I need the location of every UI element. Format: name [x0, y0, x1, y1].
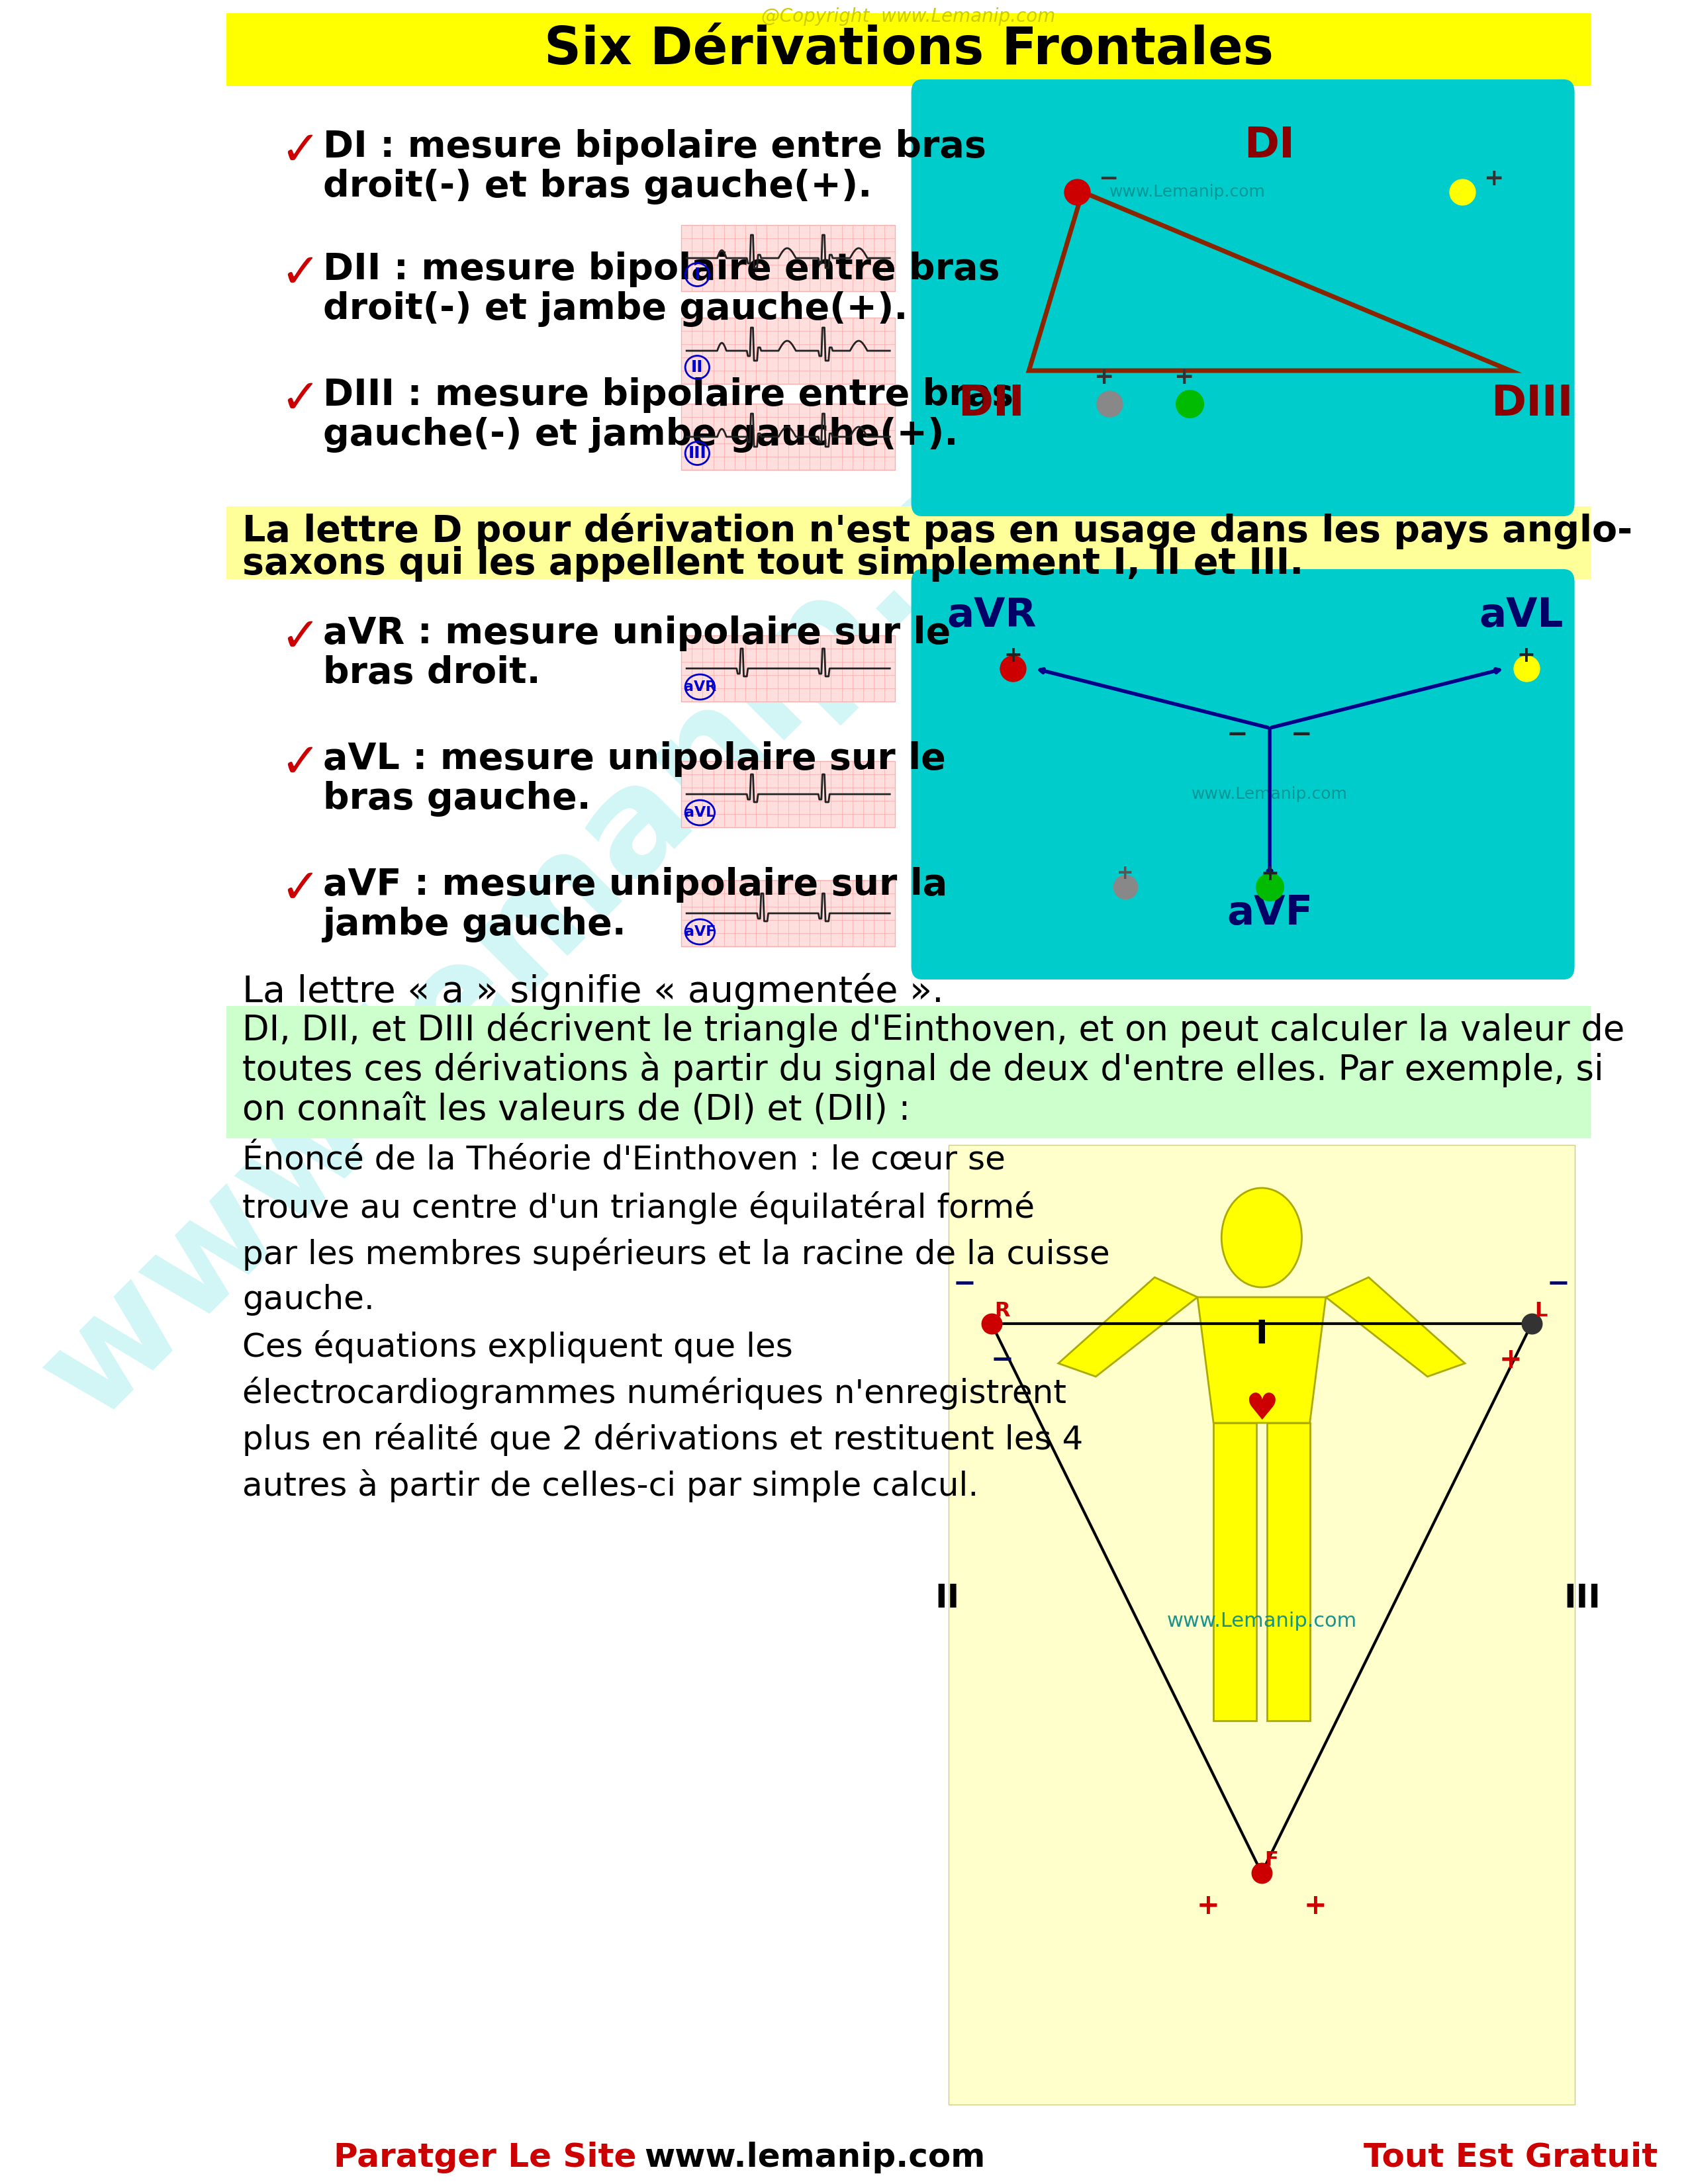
FancyBboxPatch shape: [682, 225, 895, 290]
Text: aVF: aVF: [1227, 893, 1313, 933]
Text: +: +: [1484, 168, 1504, 190]
FancyBboxPatch shape: [912, 79, 1575, 515]
Circle shape: [1222, 1188, 1301, 1286]
Text: aVR : mesure unipolaire sur le: aVR : mesure unipolaire sur le: [322, 616, 950, 651]
Text: −: −: [1227, 723, 1249, 747]
Text: par les membres supérieurs et la racine de la cuisse: par les membres supérieurs et la racine …: [243, 1238, 1111, 1271]
Text: www.Lemanip.com: www.Lemanip.com: [1192, 786, 1347, 802]
Text: aVR: aVR: [684, 681, 716, 695]
Text: www.lemanip.com: www.lemanip.com: [645, 2143, 986, 2173]
Text: I: I: [1256, 1319, 1268, 1350]
Text: plus en réalité que 2 dérivations et restituent les 4: plus en réalité que 2 dérivations et res…: [243, 1424, 1084, 1457]
FancyBboxPatch shape: [226, 507, 1590, 579]
Polygon shape: [1214, 1424, 1256, 1721]
Text: on connaît les valeurs de (DI) et (DII) :: on connaît les valeurs de (DI) et (DII) …: [243, 1092, 910, 1127]
Text: +: +: [1094, 367, 1114, 389]
Text: ✓: ✓: [280, 867, 321, 913]
Text: −: −: [1546, 1271, 1570, 1297]
Text: aVL: aVL: [685, 806, 716, 819]
Text: F: F: [1264, 1850, 1278, 1870]
Text: droit(-) et bras gauche(+).: droit(-) et bras gauche(+).: [322, 168, 871, 205]
Polygon shape: [1197, 1297, 1325, 1424]
Text: aVL : mesure unipolaire sur le: aVL : mesure unipolaire sur le: [322, 740, 945, 778]
Text: @Copyright  www.Lemanip.com: @Copyright www.Lemanip.com: [761, 7, 1055, 26]
Text: I: I: [694, 266, 701, 282]
Text: La lettre D pour dérivation n'est pas en usage dans les pays anglo-: La lettre D pour dérivation n'est pas en…: [243, 513, 1632, 550]
Text: +: +: [1518, 644, 1536, 666]
Text: +: +: [1499, 1345, 1523, 1374]
Text: trouve au centre d'un triangle équilatéral formé: trouve au centre d'un triangle équilatér…: [243, 1190, 1035, 1225]
Text: III: III: [1563, 1583, 1600, 1614]
Text: saxons qui les appellent tout simplement I, II et III.: saxons qui les appellent tout simplement…: [243, 546, 1303, 581]
Text: www.lemanip.com: www.lemanip.com: [15, 275, 1187, 1446]
Text: toutes ces dérivations à partir du signal de deux d'entre elles. Par exemple, si: toutes ces dérivations à partir du signa…: [243, 1053, 1604, 1088]
Text: bras gauche.: bras gauche.: [322, 782, 591, 817]
Text: www.Lemanip.com: www.Lemanip.com: [1166, 1612, 1357, 1631]
Text: droit(-) et jambe gauche(+).: droit(-) et jambe gauche(+).: [322, 290, 908, 328]
Text: +: +: [1197, 1891, 1220, 1920]
Text: ✓: ✓: [280, 378, 321, 424]
Text: Tout Est Gratuit: Tout Est Gratuit: [1364, 2143, 1658, 2173]
Text: Six Dérivations Frontales: Six Dérivations Frontales: [544, 24, 1273, 74]
Text: II: II: [690, 360, 704, 376]
Polygon shape: [1058, 1278, 1197, 1376]
Text: gauche.: gauche.: [243, 1284, 375, 1315]
Text: ✓: ✓: [280, 129, 321, 175]
FancyBboxPatch shape: [682, 760, 895, 828]
FancyBboxPatch shape: [912, 570, 1575, 978]
Text: −: −: [954, 1271, 976, 1297]
FancyBboxPatch shape: [682, 317, 895, 384]
Text: jambe gauche.: jambe gauche.: [322, 906, 626, 943]
Text: aVF : mesure unipolaire sur la: aVF : mesure unipolaire sur la: [322, 867, 947, 902]
FancyBboxPatch shape: [682, 636, 895, 701]
Text: électrocardiogrammes numériques n'enregistrent: électrocardiogrammes numériques n'enregi…: [243, 1376, 1067, 1409]
Text: −: −: [1291, 723, 1313, 747]
Text: DI: DI: [1244, 124, 1295, 166]
Text: R: R: [994, 1302, 1009, 1321]
Text: −: −: [1099, 168, 1119, 190]
Text: ✓: ✓: [280, 616, 321, 662]
Text: +: +: [1117, 865, 1134, 882]
Polygon shape: [1268, 1424, 1310, 1721]
FancyBboxPatch shape: [949, 1144, 1575, 2105]
Text: +: +: [1261, 863, 1280, 885]
Text: Ces équations expliquent que les: Ces équations expliquent que les: [243, 1330, 793, 1363]
Text: Paratger Le Site: Paratger Le Site: [334, 2143, 636, 2173]
Text: ✓: ✓: [280, 251, 321, 297]
Text: II: II: [935, 1583, 959, 1614]
Text: DIII: DIII: [1491, 382, 1573, 424]
FancyBboxPatch shape: [682, 880, 895, 946]
Text: aVR: aVR: [947, 596, 1036, 636]
Text: gauche(-) et jambe gauche(+).: gauche(-) et jambe gauche(+).: [322, 417, 957, 452]
Text: III: III: [689, 446, 707, 461]
Text: −: −: [991, 1345, 1014, 1374]
FancyBboxPatch shape: [226, 1007, 1590, 1138]
Text: DI : mesure bipolaire entre bras: DI : mesure bipolaire entre bras: [322, 129, 986, 164]
Text: aVL: aVL: [1479, 596, 1563, 636]
Text: bras droit.: bras droit.: [322, 655, 540, 690]
Text: Énoncé de la Théorie d'Einthoven : le cœur se: Énoncé de la Théorie d'Einthoven : le cœ…: [243, 1144, 1006, 1177]
Text: DII: DII: [959, 382, 1025, 424]
Text: ♥: ♥: [1246, 1391, 1278, 1428]
Text: aVF: aVF: [684, 926, 716, 939]
Text: La lettre « a » signifie « augmentée ».: La lettre « a » signifie « augmentée ».: [243, 972, 944, 1009]
Text: DII : mesure bipolaire entre bras: DII : mesure bipolaire entre bras: [322, 251, 999, 288]
Text: ✓: ✓: [280, 740, 321, 786]
Text: +: +: [1004, 644, 1023, 666]
FancyBboxPatch shape: [226, 13, 1590, 85]
Polygon shape: [1325, 1278, 1465, 1376]
Text: autres à partir de celles-ci par simple calcul.: autres à partir de celles-ci par simple …: [243, 1470, 979, 1503]
Text: www.Lemanip.com: www.Lemanip.com: [1109, 183, 1266, 201]
Text: DIII : mesure bipolaire entre bras: DIII : mesure bipolaire entre bras: [322, 378, 1013, 413]
FancyBboxPatch shape: [682, 404, 895, 470]
Text: L: L: [1534, 1302, 1548, 1321]
Text: DI, DII, et DIII décrivent le triangle d'Einthoven, et on peut calculer la valeu: DI, DII, et DIII décrivent le triangle d…: [243, 1013, 1626, 1048]
Text: +: +: [1175, 367, 1193, 389]
Text: +: +: [1303, 1891, 1327, 1920]
